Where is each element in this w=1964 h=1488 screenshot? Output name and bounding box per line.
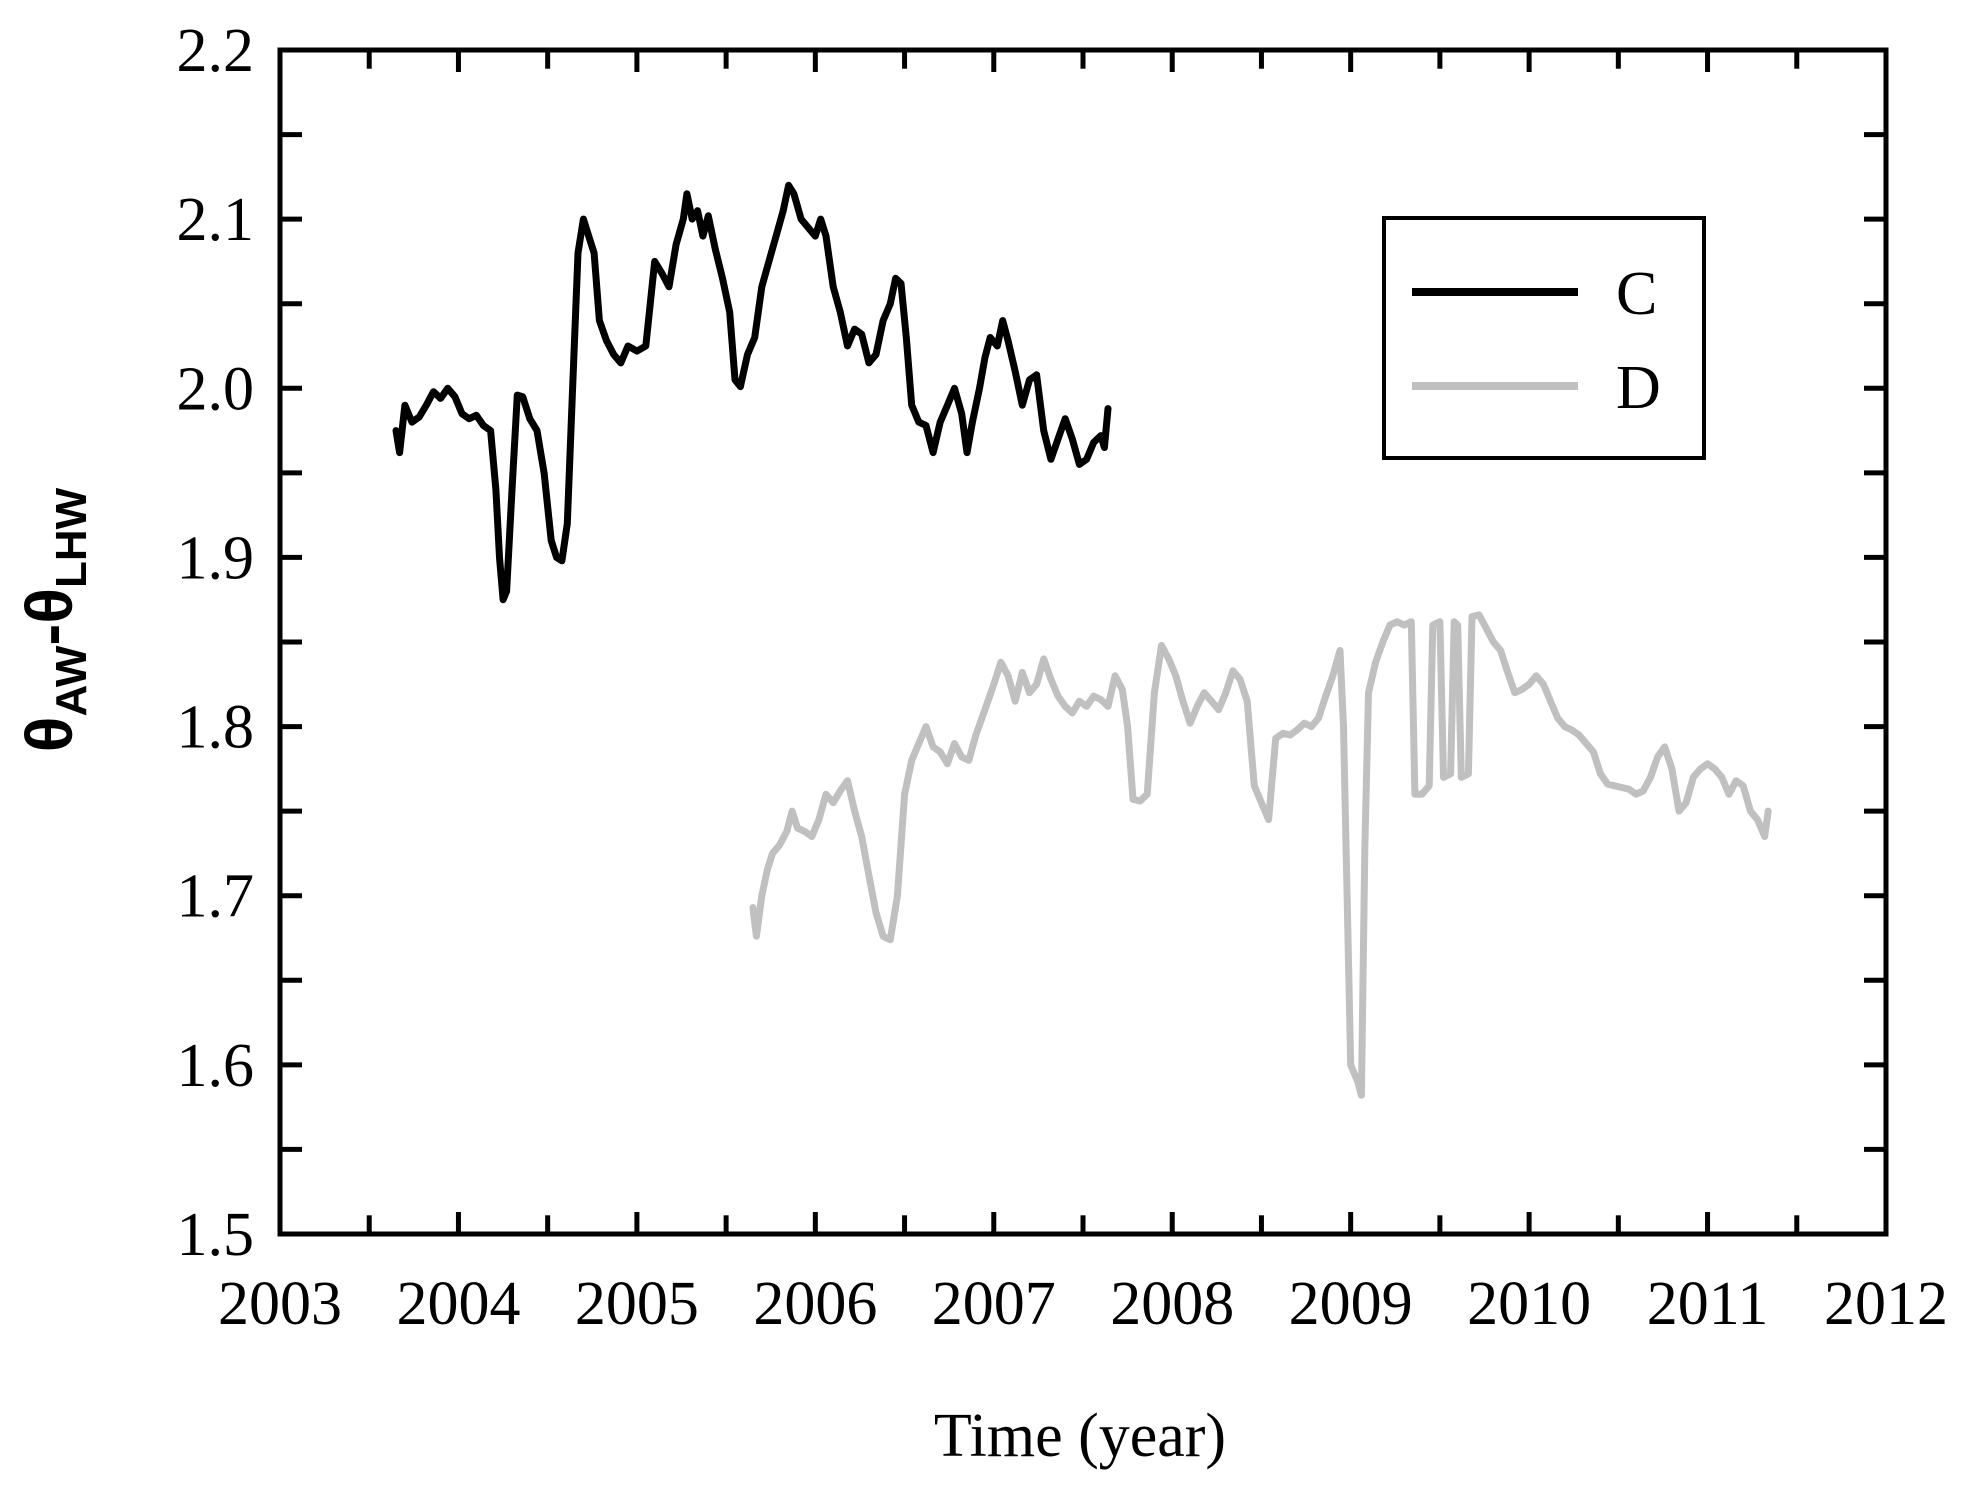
y-tick-label: 1.7 xyxy=(177,863,255,931)
legend-label-c: C xyxy=(1616,260,1657,328)
x-tick-label: 2010 xyxy=(1467,1270,1591,1338)
y-axis-title: θAW-θLHW xyxy=(12,487,96,752)
x-tick-label: 2006 xyxy=(753,1270,877,1338)
legend-label-d: D xyxy=(1616,354,1661,422)
x-tick-label: 2012 xyxy=(1824,1270,1948,1338)
x-tick-label: 2008 xyxy=(1110,1270,1234,1338)
series-line-d xyxy=(749,611,1772,1099)
axes: 2003 2004 2005 2006 2007 2008 2009 2010 2011 2012… xyxy=(177,17,1949,1338)
x-tick-label: 2011 xyxy=(1647,1270,1769,1338)
y-tick-label: 1.6 xyxy=(177,1032,255,1100)
x-tick-label: 2003 xyxy=(218,1270,342,1338)
legend: C D xyxy=(1382,216,1706,460)
series-line-c xyxy=(392,181,1112,604)
y-tick-label: 2.2 xyxy=(177,17,255,85)
x-tick-label: 2005 xyxy=(575,1270,699,1338)
y-tick-label: 1.5 xyxy=(177,1201,255,1269)
legend-box xyxy=(1382,216,1706,460)
x-tick-label: 2007 xyxy=(932,1270,1056,1338)
plot-area xyxy=(392,181,1772,1099)
y-tick-label: 2.1 xyxy=(177,186,255,254)
y-tick-label: 1.9 xyxy=(177,524,255,592)
x-tick-label: 2004 xyxy=(396,1270,520,1338)
y-tick-label: 2.0 xyxy=(177,355,255,423)
y-tick-label: 1.8 xyxy=(177,694,255,762)
x-tick-label: 2009 xyxy=(1289,1270,1413,1338)
x-axis-title: Time (year) xyxy=(934,1402,1226,1470)
